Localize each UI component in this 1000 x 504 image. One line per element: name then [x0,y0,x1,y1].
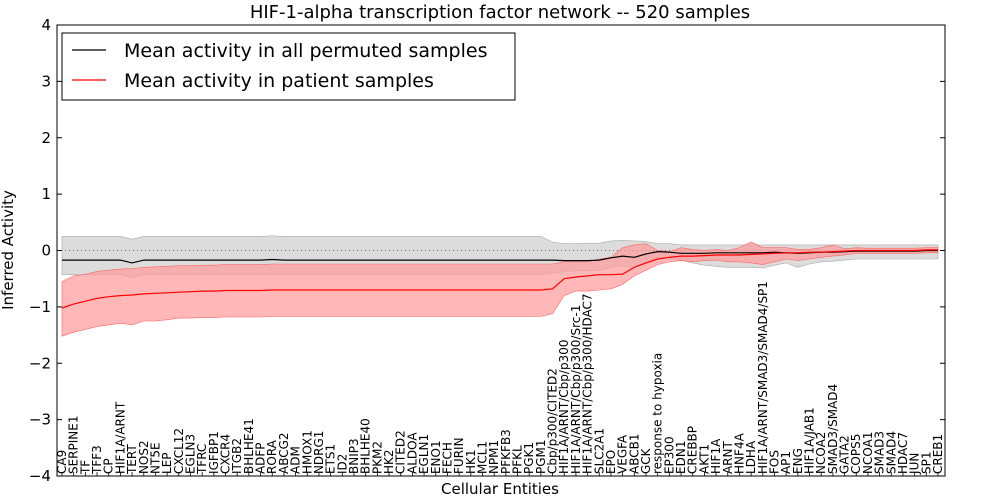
x-tick-label: HIF1A/ARNT [113,401,127,474]
x-tick-label: GATA2 [838,435,852,474]
x-tick-label: GCK [639,447,653,474]
x-tick-label: ID2 [335,454,349,474]
x-tick-label: NPM1 [487,440,501,474]
x-tick-label: EGLN3 [184,434,198,474]
y-tick-label: −3 [29,411,51,429]
x-tick-label: Cbp/p300/CITED2 [546,368,560,474]
x-tick-label: RORA [265,439,279,474]
x-tick-label: PFKL [511,445,525,474]
legend-label-patient: Mean activity in patient samples [124,70,434,92]
x-tick-label: HIF1A/ARNT/Cbp/p300/HDAC7 [581,293,595,474]
legend: Mean activity in all permuted samples Me… [61,32,516,101]
x-tick-label: BHLHE40 [359,418,373,474]
x-tick-label: VEGFA [616,434,630,474]
x-tick-label: JUN [908,453,922,475]
x-tick-label: ADFP [254,442,268,474]
y-axis-label: Inferred Activity [0,190,17,310]
x-tick-label: EPO [604,450,618,474]
x-tick-label: EGLN1 [417,434,431,474]
x-tick-label: TERT [125,444,139,475]
x-tick-label: NCOA1 [861,432,875,474]
x-tick-label: SMAD3/SMAD4 [826,384,840,474]
x-tick-label: ARNT [721,441,735,475]
x-tick-label: TFF3 [90,445,104,475]
x-tick-label: ABCG2 [277,432,291,474]
x-tick-label: HK2 [382,449,396,474]
x-tick-label: PGM1 [534,439,548,474]
x-tick-label: CREBBP [686,426,700,474]
x-tick-label: MCL1 [476,441,490,474]
x-tick-label: SP1 [919,451,933,474]
x-tick-label: ITGB2 [230,438,244,474]
y-tick-label: 0 [41,242,51,260]
x-tick-label: ENG [791,448,805,474]
x-tick-label: EP300 [662,436,676,474]
x-tick-label: PKM2 [370,441,384,474]
x-tick-label: SLC2A1 [592,428,606,474]
x-tick-label: AP1 [779,451,793,474]
series-1-line [61,249,938,309]
x-tick-label: CREB1 [931,434,945,474]
x-tick-label: HIF1A/JAB1 [803,407,817,474]
x-tick-label: FURIN [452,437,466,474]
x-tick-label: ADM [289,446,303,474]
x-tick-label: ABCB1 [627,433,641,473]
x-tick-label: CXCL12 [172,428,186,474]
y-tick-label: 3 [41,72,51,90]
x-tick-label: ALDOA [405,432,419,474]
chart-title: HIF-1-alpha transcription factor network… [250,2,750,23]
x-tick-label: HIF1A [709,438,723,474]
x-tick-label: FECH [440,442,454,474]
x-tick-label: response to hypoxia [651,353,665,474]
x-tick-label: CITED2 [394,430,408,474]
x-tick-label: ETS1 [324,444,338,474]
x-tick-label: NDRG1 [312,431,326,475]
x-axis-label: Cellular Entities [441,480,559,498]
x-tick-label: PGK1 [522,442,536,474]
x-tick-label: NT5E [148,442,162,474]
x-tick-label: HNF4A [732,432,746,474]
x-tick-label: HDAC7 [896,432,910,474]
x-tick-label: ENO1 [429,440,443,474]
x-tick-label: HIF1A/ARNT/SMAD3/SMAD4/SP1 [756,281,770,474]
y-tick-label: 4 [41,16,51,34]
x-tick-label: CXCR4 [219,434,233,474]
x-tick-label: SMAD4 [884,431,898,474]
x-tick-label: CA9 [55,450,69,474]
y-tick-label: 2 [41,129,51,147]
x-tick-label: BNIP3 [347,438,361,474]
series-1-band [61,241,939,337]
legend-box [61,32,516,101]
x-tick-label: HMOX1 [300,430,314,474]
x-tick-label: LEP [160,452,174,474]
plot-area [57,235,945,337]
x-tick-label: HK1 [464,449,478,474]
x-tick-label: IGFBP1 [207,431,221,474]
y-tick-label: −1 [29,298,51,316]
x-tick-label: COPS5 [849,434,863,474]
legend-label-permuted: Mean activity in all permuted samples [124,40,487,62]
x-tick-label: AKT1 [697,444,711,474]
x-tick-label: LDHA [744,440,758,474]
x-tick-label: EDN1 [674,441,688,474]
x-tick-label: BHLHE41 [242,418,256,474]
y-tick-label: 1 [41,185,51,203]
y-tick-label: −4 [29,467,51,485]
x-tick-label: CP [102,458,116,474]
x-tick-label: SMAD3 [873,431,887,474]
x-tick-label: NOS2 [137,440,151,474]
x-tick-label: HIF1A/ARNT/Cbp/p300/Src-1 [569,305,583,474]
x-tick-label: PFKFB3 [499,429,513,474]
x-tick-label: FOS [768,450,782,474]
y-tick-label: −2 [29,354,51,372]
x-tick-label: TF [78,460,92,475]
x-axis-tick-labels: CA9SERPINE1TFTFF3CPHIF1A/ARNTTERTNOS2NT5… [55,281,945,476]
x-tick-label: TFRC [195,444,209,475]
x-tick-label: NCOA2 [814,432,828,474]
y-axis-ticks: −4 −3 −2 −1 0 1 2 3 4 [29,16,945,485]
x-tick-label: HIF1A/ARNT/Cbp/p300 [557,340,571,474]
x-tick-label: SERPINE1 [67,416,81,475]
